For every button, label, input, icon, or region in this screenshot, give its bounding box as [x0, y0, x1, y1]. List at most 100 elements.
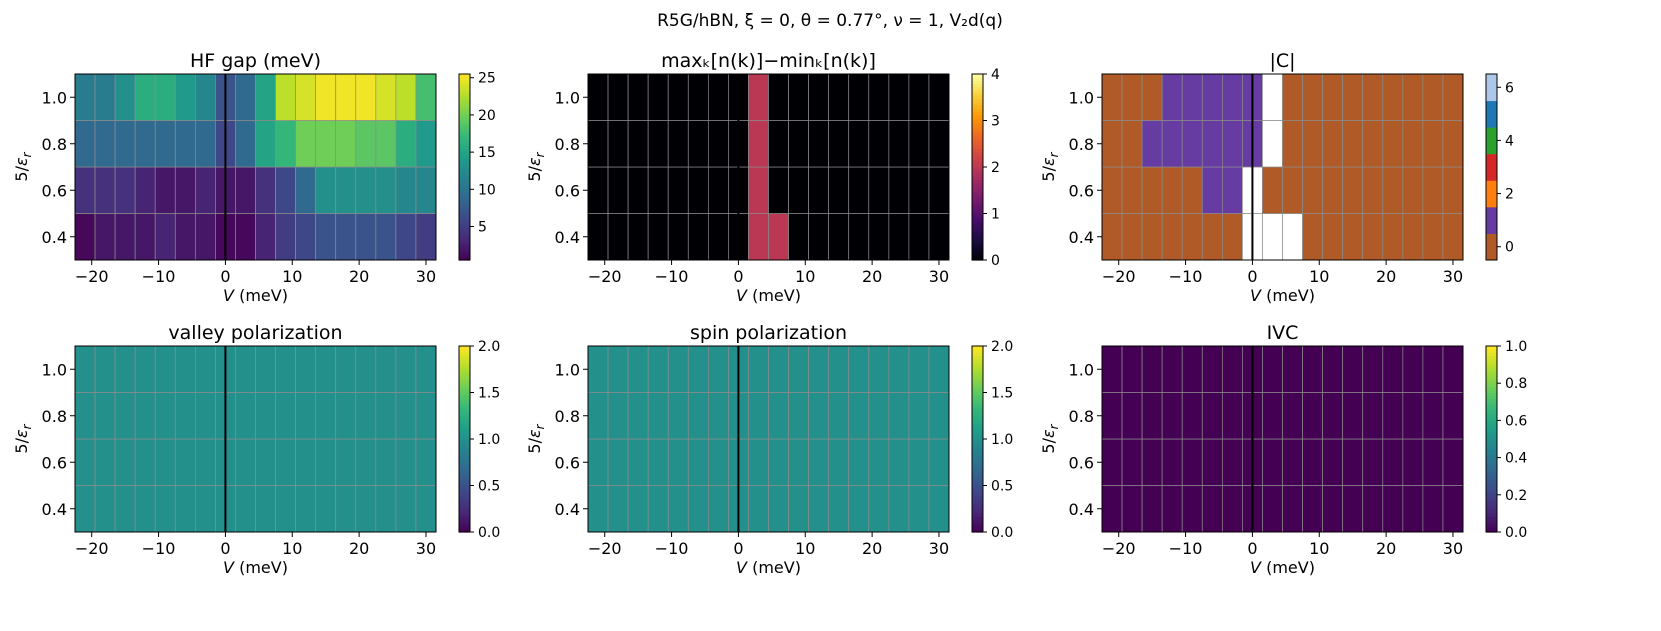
colorbar-gradient-step	[972, 448, 983, 452]
axes-frame	[587, 345, 950, 533]
x-tick-label: −20	[1102, 539, 1136, 558]
colorbar-gradient-step	[1486, 349, 1497, 353]
heatmap-cell	[1101, 73, 1123, 121]
heatmap-cell	[94, 213, 116, 261]
heatmap-cell	[194, 345, 216, 393]
heatmap-cell	[1302, 166, 1323, 214]
colorbar-gradient-step	[972, 256, 983, 261]
heatmap-cell	[1262, 345, 1283, 393]
colorbar-gradient-step	[1486, 426, 1497, 431]
colorbar-gradient-step	[1486, 401, 1497, 406]
colorbar-tick-label: 1.0	[1505, 339, 1527, 355]
heatmap-panel-4: −20 −10 0 10 20 30 0.4 0.6 0.8 1.0 V (meV) 5/εr vall…	[12, 322, 500, 577]
heatmap-cell	[788, 438, 809, 486]
colorbar-gradient-step	[459, 373, 470, 378]
y-tick-label: 0.6	[555, 453, 580, 472]
heatmap-cell	[627, 120, 649, 168]
colorbar-gradient-step	[459, 108, 470, 112]
heatmap-cell	[1201, 166, 1223, 214]
heatmap-cell	[395, 73, 417, 121]
heatmap-cell	[788, 345, 809, 393]
heatmap-cell	[908, 392, 930, 440]
heatmap-cell	[1101, 438, 1123, 486]
colorbar-gradient-step	[459, 454, 470, 459]
heatmap-cell	[1362, 73, 1384, 121]
heatmap-cell	[194, 438, 216, 486]
panel-title: IVC	[1267, 322, 1299, 344]
colorbar-gradient-step	[972, 247, 983, 252]
colorbar-gradient-step	[972, 435, 983, 440]
heatmap-cell	[1342, 166, 1364, 214]
heatmap-cell	[848, 392, 870, 440]
heatmap-cell	[1221, 392, 1243, 440]
colorbar-gradient-step	[1486, 442, 1497, 446]
colorbar-gradient-step	[459, 129, 470, 134]
colorbar-gradient-step	[1486, 398, 1497, 403]
heatmap-cell	[647, 166, 669, 214]
colorbar-gradient-step	[459, 504, 470, 508]
heatmap-cell	[134, 485, 156, 533]
axes-frame	[1101, 345, 1464, 533]
axes-frame	[74, 73, 437, 261]
colorbar-gradient-step	[972, 250, 983, 255]
heatmap-cell	[1402, 345, 1424, 393]
heatmap-cell	[315, 120, 337, 168]
heatmap-cell	[1442, 485, 1464, 533]
x-tick-label: 0	[733, 539, 743, 558]
heatmap-cell	[1141, 392, 1163, 440]
heatmap-cell	[1422, 166, 1444, 214]
heatmap-cell	[768, 485, 789, 533]
colorbar-gradient-step	[972, 454, 983, 459]
y-tick-label: 0.8	[1069, 407, 1094, 426]
heatmap-cell	[1282, 73, 1303, 121]
heatmap-cell	[335, 166, 357, 214]
heatmap-cell	[94, 120, 116, 168]
heatmap-cell	[335, 392, 357, 440]
colorbar-gradient-step	[459, 151, 470, 156]
colorbar-gradient-step	[459, 80, 470, 84]
colorbar-gradient-step	[459, 77, 470, 81]
colorbar-gradient-step	[972, 170, 983, 174]
x-tick-label: 0	[1247, 267, 1257, 286]
heatmap-cell	[235, 120, 256, 168]
colorbar-gradient-step	[972, 364, 983, 369]
colorbar-gradient-step	[1486, 373, 1497, 378]
y-tick-label: 1.0	[1069, 88, 1094, 107]
colorbar-gradient-step	[972, 370, 983, 375]
colorbar-gradient-step	[972, 216, 983, 221]
heatmap-cell	[94, 438, 116, 486]
colorbar-gradient-step	[459, 473, 470, 477]
colorbar-gradient-step	[1486, 457, 1497, 462]
colorbar-gradient-step	[459, 179, 470, 184]
colorbar-gradient-step	[459, 114, 470, 118]
heatmap-cell	[888, 166, 910, 214]
heatmap-cell	[1322, 345, 1344, 393]
heatmap-cell	[908, 485, 930, 533]
heatmap-cell	[94, 392, 116, 440]
colorbar-gradient-step	[1486, 513, 1497, 518]
colorbar-gradient-step	[972, 163, 983, 168]
colorbar-segment	[1486, 127, 1497, 155]
heatmap-cell	[1161, 120, 1183, 168]
colorbar-gradient-step	[459, 219, 470, 224]
colorbar-tick-label: 4	[991, 67, 1000, 83]
heatmap-cell	[335, 73, 357, 121]
colorbar-gradient-step	[459, 460, 470, 465]
colorbar-gradient-step	[1486, 439, 1497, 443]
heatmap-cell	[174, 166, 196, 214]
heatmap-cell	[335, 485, 357, 533]
colorbar-gradient-step	[972, 139, 983, 143]
colorbar-gradient-step	[972, 105, 983, 109]
y-tick-label: 0.4	[42, 500, 67, 519]
heatmap-cell	[868, 485, 890, 533]
colorbar-gradient-step	[972, 473, 983, 477]
colorbar-gradient-step	[459, 101, 470, 106]
heatmap-cell	[1121, 438, 1143, 486]
heatmap-cell	[828, 438, 850, 486]
colorbar-gradient-step	[972, 361, 983, 366]
colorbar-gradient-step	[972, 466, 983, 471]
heatmap-cell	[1342, 485, 1364, 533]
heatmap-cell	[808, 392, 830, 440]
heatmap-cell	[1422, 438, 1444, 486]
heatmap-cell	[355, 166, 377, 214]
